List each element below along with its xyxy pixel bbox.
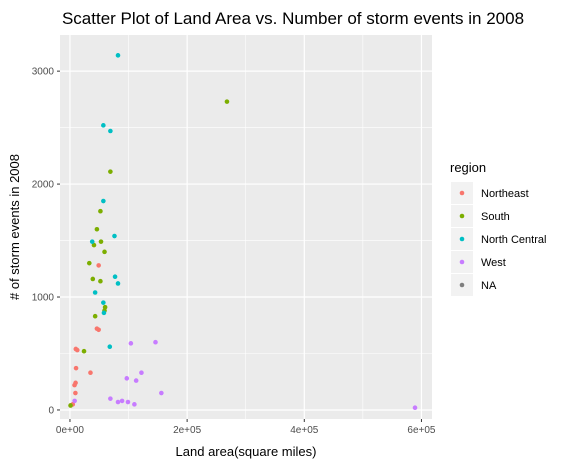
data-point-south <box>91 242 97 248</box>
data-point-northeast <box>96 263 101 268</box>
data-point-south <box>102 249 107 255</box>
data-point-north-central <box>92 290 98 295</box>
data-point-south <box>94 226 100 232</box>
data-point-northeast <box>73 365 79 371</box>
legend-swatch-north-central <box>459 236 465 242</box>
data-point-west <box>153 339 158 345</box>
data-point-west <box>125 399 131 405</box>
legend-label-north-central: North Central <box>481 234 546 246</box>
data-point-west <box>115 399 121 405</box>
data-point-west <box>159 390 164 396</box>
data-point-north-central <box>115 281 121 286</box>
y-tick-label: 3000 <box>32 67 55 78</box>
legend-swatch-south <box>459 213 465 219</box>
data-point-south <box>224 99 230 104</box>
data-points <box>68 53 418 411</box>
data-point-north-central <box>101 198 106 204</box>
data-point-west <box>108 396 113 401</box>
data-point-north-central <box>101 310 107 316</box>
data-point-west <box>412 405 418 411</box>
data-point-south <box>90 276 96 282</box>
data-point-north-central <box>112 233 117 239</box>
data-point-south <box>81 348 87 354</box>
data-point-south <box>92 313 98 319</box>
data-point-south <box>98 278 103 284</box>
data-point-northeast <box>88 370 93 375</box>
gridlines <box>60 35 432 419</box>
data-point-west <box>119 398 125 404</box>
data-point-west <box>124 376 130 381</box>
x-tick-label: 6e+05 <box>407 425 436 436</box>
legend: region Northeast South North Central West NA <box>450 160 546 296</box>
axis-ticks: 0e+00 2e+05 4e+05 6e+05 0 1000 2000 3000 <box>32 67 436 436</box>
data-point-north-central <box>108 128 113 134</box>
data-point-north-central <box>112 274 118 279</box>
chart-title: Scatter Plot of Land Area vs. Number of … <box>62 9 524 28</box>
data-point-south <box>98 239 104 244</box>
data-point-south <box>102 304 108 310</box>
data-point-west <box>133 378 139 383</box>
legend-label-west: West <box>481 257 506 269</box>
data-point-northeast <box>96 327 101 333</box>
data-point-north-central <box>115 53 121 58</box>
data-point-north-central <box>101 123 106 128</box>
x-tick-label: 0e+00 <box>56 425 85 436</box>
data-point-west <box>72 398 77 404</box>
legend-label-northeast: Northeast <box>481 188 529 200</box>
legend-swatch-northeast <box>459 190 465 196</box>
data-point-south <box>86 260 92 266</box>
y-axis-title: # of storm events in 2008 <box>7 154 22 300</box>
data-point-north-central <box>107 344 113 350</box>
data-point-north-central <box>101 300 106 305</box>
data-point-northeast <box>73 380 78 386</box>
legend-swatch-na <box>459 282 465 288</box>
y-tick-label: 1000 <box>32 293 55 304</box>
legend-title: region <box>450 160 486 175</box>
legend-label-na: NA <box>481 280 497 292</box>
data-point-south <box>68 403 73 408</box>
legend-swatch-west <box>459 259 465 265</box>
data-point-west <box>139 370 144 375</box>
data-point-northeast <box>74 347 80 353</box>
data-point-south <box>98 208 103 214</box>
y-tick-label: 0 <box>48 405 54 416</box>
y-tick-label: 2000 <box>32 180 55 191</box>
x-axis-title: Land area(square miles) <box>176 444 317 459</box>
data-point-west <box>128 341 134 346</box>
data-point-northeast <box>73 390 78 396</box>
data-point-south <box>108 169 113 174</box>
x-tick-label: 2e+05 <box>173 425 202 436</box>
data-point-west <box>132 402 137 407</box>
data-point-north-central <box>89 239 95 244</box>
legend-label-south: South <box>481 211 510 223</box>
x-tick-label: 4e+05 <box>290 425 319 436</box>
